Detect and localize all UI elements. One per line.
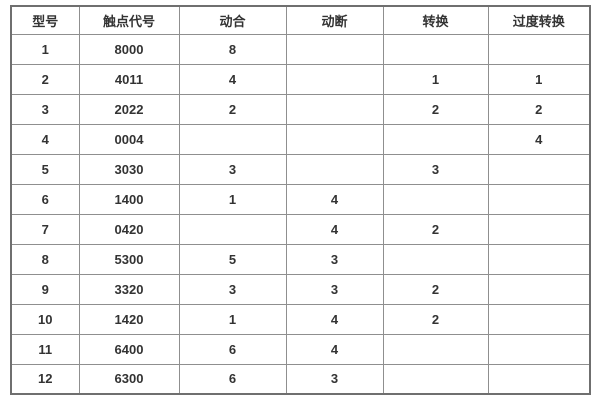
table-row: 3 2022 2 2 2 bbox=[10, 93, 591, 125]
table-cell: 3320 bbox=[78, 273, 180, 305]
table-cell bbox=[178, 213, 287, 245]
table-cell bbox=[285, 63, 384, 95]
column-header: 型号 bbox=[10, 5, 80, 35]
table-cell: 3 bbox=[285, 243, 384, 275]
table-cell: 4 bbox=[178, 63, 287, 95]
table-cell bbox=[285, 153, 384, 185]
table-cell bbox=[382, 33, 489, 65]
table-cell: 5300 bbox=[78, 243, 180, 275]
model-number-cell: 10 bbox=[10, 303, 80, 335]
column-header: 转换 bbox=[382, 5, 489, 35]
table-cell: 4 bbox=[285, 213, 384, 245]
table-cell: 3 bbox=[285, 273, 384, 305]
table-cell bbox=[487, 333, 591, 365]
column-header: 触点代号 bbox=[78, 5, 180, 35]
table-cell: 8 bbox=[178, 33, 287, 65]
table-row: 7 0420 4 2 bbox=[10, 213, 591, 245]
model-number-cell: 5 bbox=[10, 153, 80, 185]
table-cell: 0004 bbox=[78, 123, 180, 155]
table-cell bbox=[285, 93, 384, 125]
model-number-cell: 3 bbox=[10, 93, 80, 125]
table-cell bbox=[178, 123, 287, 155]
table-cell: 3 bbox=[178, 273, 287, 305]
table-cell bbox=[285, 33, 384, 65]
model-number-cell: 4 bbox=[10, 123, 80, 155]
table-cell: 3 bbox=[285, 363, 384, 395]
table-cell: 3030 bbox=[78, 153, 180, 185]
table-cell bbox=[487, 153, 591, 185]
table-cell bbox=[382, 333, 489, 365]
model-number-cell: 12 bbox=[10, 363, 80, 395]
table-cell: 4 bbox=[487, 123, 591, 155]
table-cell bbox=[487, 213, 591, 245]
table-cell: 5 bbox=[178, 243, 287, 275]
table-cell: 1 bbox=[178, 303, 287, 335]
table-cell bbox=[285, 123, 384, 155]
table-cell: 3 bbox=[178, 153, 287, 185]
model-number-cell: 2 bbox=[10, 63, 80, 95]
column-header: 动断 bbox=[285, 5, 384, 35]
table-row: 10 1420 1 4 2 bbox=[10, 303, 591, 335]
table-row: 9 3320 3 3 2 bbox=[10, 273, 591, 305]
table-cell bbox=[487, 243, 591, 275]
model-number-cell: 7 bbox=[10, 213, 80, 245]
table-row: 11 6400 6 4 bbox=[10, 333, 591, 365]
table-cell: 4 bbox=[285, 183, 384, 215]
table-row: 6 1400 1 4 bbox=[10, 183, 591, 215]
model-number-cell: 8 bbox=[10, 243, 80, 275]
table-cell: 2 bbox=[382, 213, 489, 245]
table-cell: 3 bbox=[382, 153, 489, 185]
table-cell: 1420 bbox=[78, 303, 180, 335]
table-cell bbox=[382, 363, 489, 395]
table-cell: 4 bbox=[285, 303, 384, 335]
column-header: 过度转换 bbox=[487, 5, 591, 35]
column-header: 动合 bbox=[178, 5, 287, 35]
table-cell bbox=[487, 363, 591, 395]
table-row: 12 6300 6 3 bbox=[10, 363, 591, 395]
table-cell: 2 bbox=[178, 93, 287, 125]
table-cell bbox=[382, 243, 489, 275]
contact-model-table: 型号 触点代号 动合 动断 转换 过度转换 1 8000 8 2 4011 4 1 1 3 2022 2 2 2 4… bbox=[10, 5, 591, 395]
table-cell: 6400 bbox=[78, 333, 180, 365]
table-row: 1 8000 8 bbox=[10, 33, 591, 65]
table-cell: 0420 bbox=[78, 213, 180, 245]
table-cell: 2 bbox=[382, 93, 489, 125]
table-row: 8 5300 5 3 bbox=[10, 243, 591, 275]
model-number-cell: 1 bbox=[10, 33, 80, 65]
table-cell: 6 bbox=[178, 333, 287, 365]
table-row: 5 3030 3 3 bbox=[10, 153, 591, 185]
table-cell: 8000 bbox=[78, 33, 180, 65]
model-number-cell: 9 bbox=[10, 273, 80, 305]
table-cell bbox=[487, 273, 591, 305]
table-cell bbox=[487, 183, 591, 215]
header-row: 型号 触点代号 动合 动断 转换 过度转换 bbox=[10, 5, 591, 35]
table-row: 4 0004 4 bbox=[10, 123, 591, 155]
table-cell: 6300 bbox=[78, 363, 180, 395]
table-cell: 1 bbox=[178, 183, 287, 215]
table-cell: 1 bbox=[487, 63, 591, 95]
table-cell: 1 bbox=[382, 63, 489, 95]
model-number-cell: 6 bbox=[10, 183, 80, 215]
table-cell bbox=[382, 183, 489, 215]
table-cell: 2022 bbox=[78, 93, 180, 125]
table-row: 2 4011 4 1 1 bbox=[10, 63, 591, 95]
table-cell: 2 bbox=[382, 303, 489, 335]
table-cell: 6 bbox=[178, 363, 287, 395]
table-cell: 4 bbox=[285, 333, 384, 365]
table-cell: 1400 bbox=[78, 183, 180, 215]
table-cell bbox=[487, 33, 591, 65]
table-cell bbox=[382, 123, 489, 155]
table-cell: 2 bbox=[487, 93, 591, 125]
table-cell bbox=[487, 303, 591, 335]
table-cell: 2 bbox=[382, 273, 489, 305]
table-cell: 4011 bbox=[78, 63, 180, 95]
model-number-cell: 11 bbox=[10, 333, 80, 365]
